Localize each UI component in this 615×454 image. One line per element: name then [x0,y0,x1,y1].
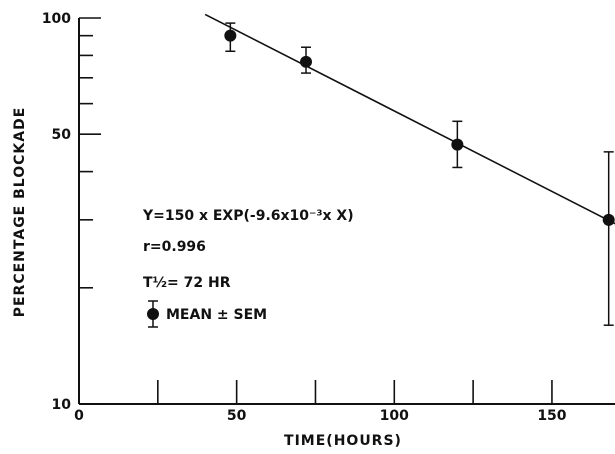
equation-annotation: Y=150 x EXP(-9.6x10⁻³x X) [142,208,354,224]
legend: MEAN ± SEM [147,300,267,328]
data-point [300,55,313,68]
x-tick-label: 150 [537,408,566,424]
data-point [602,213,615,226]
r-value-annotation: r=0.996 [143,239,206,255]
x-axis-title: TIME(HOURS) [284,433,402,449]
fit-line-group [204,13,615,225]
data-point-group [602,151,615,326]
x-tick-label: 100 [380,408,409,424]
data-point [451,138,464,151]
data-point-group [224,22,237,53]
y-axis-title: PERCENTAGE BLOCKADE [12,107,28,318]
data-point-group [300,46,313,74]
data-points [224,22,615,326]
x-tick-label: 50 [227,408,247,424]
y-tick-label: 10 [52,397,72,413]
data-point [224,29,237,42]
data-point-group [451,120,464,169]
legend-label: MEAN ± SEM [166,307,267,323]
ticks [78,17,553,405]
legend-marker [147,308,159,320]
y-tick-label: 50 [52,127,72,143]
regression-line [204,13,615,225]
half-life-annotation: T½= 72 HR [143,275,231,291]
y-tick-label: 100 [42,11,71,27]
axes [78,18,615,405]
x-tick-label: 0 [74,408,84,424]
tick-labels: 0 50 100 150 10 50 100 [42,11,567,424]
